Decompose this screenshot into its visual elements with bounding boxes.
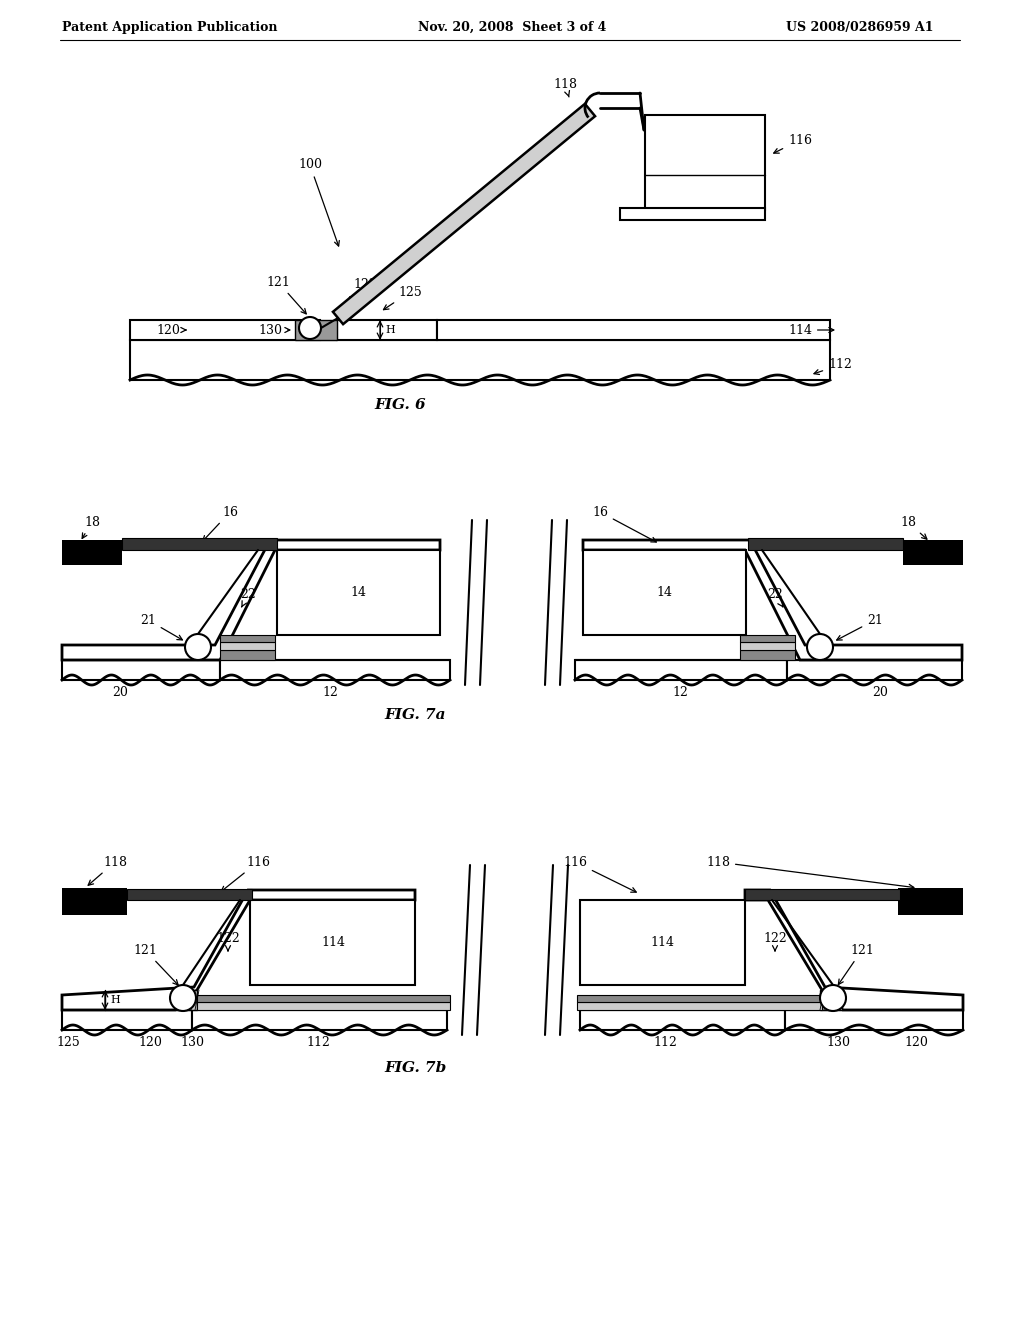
Bar (748, 539, 903, 550)
Bar (787, 660, 962, 680)
Text: US 2008/0286959 A1: US 2008/0286959 A1 (786, 21, 934, 33)
Polygon shape (62, 540, 440, 660)
Bar (220, 642, 275, 649)
Bar (583, 550, 746, 635)
Bar (130, 319, 319, 341)
Text: 125: 125 (56, 1035, 80, 1048)
Text: 118: 118 (553, 78, 577, 96)
Bar (122, 539, 278, 550)
Bar (127, 888, 252, 900)
Bar (62, 540, 122, 565)
Text: 112: 112 (653, 1035, 677, 1048)
Text: 118: 118 (706, 855, 913, 890)
Text: H: H (111, 995, 120, 1005)
Bar (193, 1010, 447, 1030)
Circle shape (820, 985, 846, 1011)
Polygon shape (583, 540, 962, 660)
Bar (785, 1010, 963, 1030)
Text: 16: 16 (203, 506, 238, 541)
Text: 114: 114 (321, 936, 345, 949)
Text: 121: 121 (839, 944, 873, 985)
Text: 120: 120 (156, 323, 186, 337)
Text: FIG. 7b: FIG. 7b (384, 1061, 446, 1074)
Bar (580, 900, 745, 985)
Polygon shape (62, 890, 415, 1010)
Text: 12: 12 (672, 685, 688, 698)
Text: 114: 114 (788, 323, 834, 337)
Text: 130: 130 (180, 1035, 204, 1048)
Text: 20: 20 (112, 685, 128, 698)
Text: 100: 100 (298, 158, 339, 246)
Bar (337, 319, 437, 341)
Text: 112: 112 (306, 1035, 330, 1048)
Bar (197, 1002, 450, 1010)
Bar (820, 990, 842, 1010)
Polygon shape (333, 104, 595, 325)
Text: 12: 12 (323, 685, 338, 698)
Bar (745, 888, 900, 900)
Text: H: H (385, 325, 395, 335)
Text: 21: 21 (140, 614, 182, 640)
Text: 22: 22 (240, 589, 256, 607)
Text: 20: 20 (872, 685, 888, 698)
Bar (740, 635, 795, 642)
Polygon shape (745, 890, 963, 1010)
Text: 130: 130 (826, 1035, 850, 1048)
Text: FIG. 7a: FIG. 7a (384, 708, 445, 722)
Bar (62, 1010, 193, 1030)
Bar (620, 209, 765, 220)
Text: 112: 112 (814, 359, 852, 375)
Bar (645, 115, 765, 210)
Text: 22: 22 (767, 589, 783, 607)
Text: 14: 14 (350, 586, 366, 598)
Circle shape (185, 634, 211, 660)
Bar (575, 660, 787, 680)
Text: FIG. 6: FIG. 6 (374, 399, 426, 412)
Bar (903, 540, 963, 565)
Circle shape (807, 634, 833, 660)
Bar (175, 990, 197, 1010)
Text: 116: 116 (563, 855, 636, 892)
Bar (250, 900, 415, 985)
Bar (898, 888, 963, 915)
Text: 116: 116 (774, 133, 812, 153)
Bar (197, 995, 450, 1002)
Text: 125: 125 (383, 285, 422, 310)
Text: 18: 18 (900, 516, 927, 539)
Text: 21: 21 (837, 614, 883, 640)
Text: 14: 14 (656, 586, 672, 598)
Text: 122: 122 (216, 932, 240, 950)
Text: Nov. 20, 2008  Sheet 3 of 4: Nov. 20, 2008 Sheet 3 of 4 (418, 21, 606, 33)
Text: 120: 120 (138, 1035, 162, 1048)
Text: 18: 18 (82, 516, 100, 539)
Circle shape (170, 985, 196, 1011)
Bar (62, 888, 127, 915)
Bar (740, 649, 795, 660)
Bar (580, 1010, 785, 1030)
Bar (220, 649, 275, 660)
Text: 116: 116 (221, 855, 270, 891)
Text: Patent Application Publication: Patent Application Publication (62, 21, 278, 33)
Text: 122: 122 (348, 279, 377, 302)
Text: 122: 122 (763, 932, 786, 950)
Text: 130: 130 (258, 323, 290, 337)
Text: 118: 118 (88, 855, 127, 886)
Text: 121: 121 (266, 276, 306, 314)
Bar (577, 1002, 822, 1010)
Bar (220, 660, 450, 680)
Text: 114: 114 (650, 936, 674, 949)
Bar (295, 319, 337, 341)
Text: 121: 121 (133, 944, 178, 985)
Bar (62, 660, 220, 680)
Circle shape (299, 317, 321, 339)
Bar (278, 550, 440, 635)
Text: 16: 16 (592, 506, 656, 543)
Bar (577, 995, 822, 1002)
Bar (437, 319, 830, 341)
Bar (220, 635, 275, 642)
Text: 120: 120 (904, 1035, 928, 1048)
Bar (130, 341, 830, 380)
Bar (740, 642, 795, 649)
